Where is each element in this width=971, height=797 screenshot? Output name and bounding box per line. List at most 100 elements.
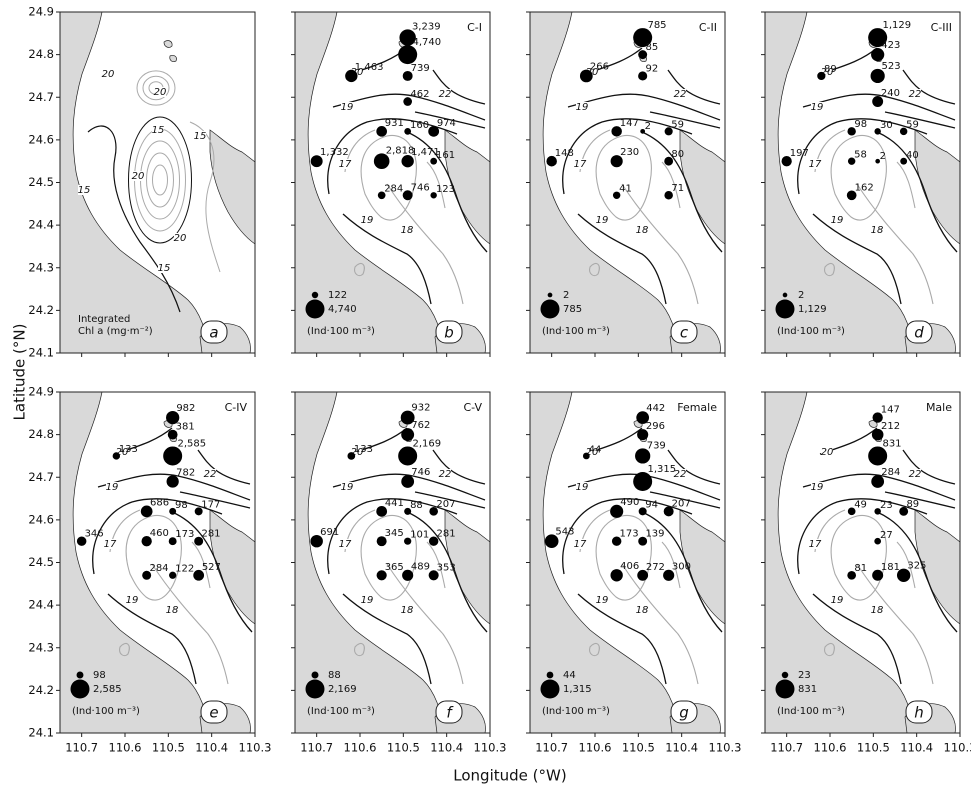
bubble-label: 71 [671,183,684,194]
unit-label: (Ind·100 m⁻³) [307,706,375,717]
contour-line [589,642,600,657]
contour-line [128,116,192,244]
bubble [429,507,438,516]
bubble-label: 92 [645,63,658,74]
panel-title: C-II [699,21,717,34]
contour-line [884,491,956,509]
land [530,392,681,733]
bubble-label: 123 [436,184,455,195]
land [914,509,960,625]
bubble-label: 284 [149,563,168,574]
legend-bubble [540,679,560,699]
bubble [633,472,653,492]
contour-label: 19 [831,595,844,606]
contour-label-bg [674,469,686,479]
bubble-label: 2,585 [177,438,206,449]
contour-line [595,514,652,601]
x-tick-label: 110.6 [814,741,847,755]
bubble-label: 88 [410,500,423,511]
bubble-label: 59 [671,119,684,130]
land [60,392,211,733]
bubble [638,507,647,516]
bubble [169,571,177,579]
bubble-label: 691 [320,527,339,538]
bubble-label: 739 [411,63,430,74]
y-tick-label: 24.2 [28,683,54,697]
contour-line [876,131,958,253]
contour-line [824,642,835,657]
contour-line [87,125,181,313]
contour-label: 15 [152,125,165,136]
contour-line [621,563,699,685]
bubble-label: 441 [385,498,404,509]
letter-box [435,320,463,344]
contour-line [896,161,916,209]
bubble [402,569,414,581]
bubble [400,410,415,425]
x-tick-label: 110.4 [665,741,698,755]
contour-label: 19 [576,482,589,493]
contour-label-bg [811,102,823,112]
bubble [871,48,885,62]
bubble-label: 147 [620,118,639,129]
bubble-label: 197 [790,148,809,159]
contour-line [171,511,253,633]
contour-label-bg [909,89,921,99]
contour-line [830,134,887,221]
contour-label: 19 [361,595,374,606]
contour-label: 22 [204,469,217,480]
bubble-label: 462 [410,89,429,100]
bubble [373,153,390,169]
panel-letter: h [914,704,924,722]
unit-label: (Ind·100 m⁻³) [777,706,845,717]
contour-label: 18 [636,605,649,616]
legend-label: 2 [563,290,569,301]
contour-label: 20 [821,67,834,78]
bubble-label: 41 [619,184,632,195]
contour-label-bg [174,233,186,243]
contour-label: 22 [909,469,922,480]
contour-label: 20 [174,233,187,244]
contour-line [797,118,928,195]
contour-line [406,131,488,253]
bubble-label: 1,332 [320,147,349,158]
letter-box [905,320,933,344]
y-tick-label: 24.4 [28,598,54,612]
contour-line [812,213,902,305]
contour-label: 20 [154,87,167,98]
legend-bubble [546,671,554,679]
bubble-label: 325 [907,561,926,572]
x-tick-label: 110.7 [300,741,333,755]
bubble [899,506,909,516]
bubble-label: 80 [671,149,684,160]
bubble-label: 3,239 [412,21,441,32]
panel-letter: e [209,704,218,722]
bubble-label: 2 [880,151,886,162]
legend-label: 23 [798,670,811,681]
bubble [194,507,203,516]
contour-line [414,111,486,129]
map-layer: 20 19 22 17 19 18 [60,392,255,733]
bubble-label: 23 [880,500,893,511]
panel-letter: a [209,324,218,342]
bubble [781,156,792,167]
contour-label: 22 [439,469,452,480]
bubble-label: 762 [411,420,430,431]
contour-line [649,111,721,129]
legend-label: 1,129 [798,304,827,315]
contour-label: 20 [586,447,599,458]
bubble [847,127,856,136]
contour-line [589,262,600,277]
contour-line [896,541,916,589]
y-tick-label: 24.2 [28,303,54,317]
panel-letter: f [446,704,454,722]
land [765,392,916,733]
contour-label: 18 [401,605,414,616]
bubble [141,536,152,547]
y-tick-label: 24.3 [28,640,54,654]
contour-line [191,541,211,589]
unit-label: (Ind·100 m⁻³) [72,706,140,717]
bubble [166,475,179,488]
bubble-label: 94 [645,499,658,510]
